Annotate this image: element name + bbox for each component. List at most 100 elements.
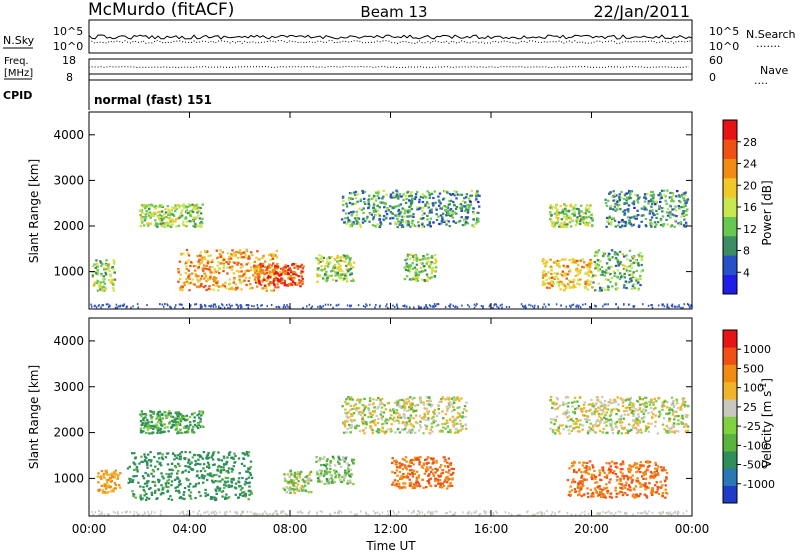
range-cell (174, 421, 177, 424)
ground-scatter-cell (261, 304, 263, 307)
range-cell (250, 492, 253, 495)
range-cell (208, 266, 212, 269)
range-cell (561, 225, 565, 229)
range-cell (632, 215, 636, 218)
range-cell (232, 281, 235, 284)
range-cell (602, 427, 605, 430)
range-cell (637, 213, 640, 217)
range-cell (105, 259, 108, 262)
ground-scatter-cell (91, 305, 93, 308)
ground-scatter-cell (364, 306, 367, 308)
range-cell (419, 266, 422, 269)
range-cell (108, 476, 112, 479)
range-cell (603, 405, 606, 408)
range-cell (201, 222, 204, 225)
range-cell (669, 213, 672, 216)
range-cell (434, 484, 437, 487)
range-cell (421, 258, 424, 261)
range-cell (373, 419, 376, 422)
range-cell (576, 222, 579, 225)
range-cell (351, 212, 354, 215)
range-cell (350, 272, 353, 275)
range-cell (585, 415, 589, 418)
range-cell (168, 410, 171, 413)
range-cell (564, 274, 567, 277)
range-cell (346, 482, 350, 485)
range-cell (242, 256, 246, 259)
range-cell (431, 472, 435, 475)
range-cell (622, 286, 626, 289)
range-cell (242, 457, 246, 461)
range-cell (262, 262, 265, 266)
range-cell (393, 416, 396, 419)
range-cell (178, 214, 182, 217)
range-cell (621, 264, 624, 267)
range-cell (550, 421, 553, 424)
range-cell (274, 275, 277, 278)
range-cell (186, 465, 190, 468)
range-cell (424, 269, 427, 272)
range-cell (673, 225, 676, 228)
range-cell (174, 209, 177, 213)
range-cell (384, 408, 388, 411)
range-cell (607, 401, 610, 404)
range-cell (577, 218, 580, 221)
range-cell (445, 219, 449, 222)
range-cell (156, 413, 160, 416)
range-cell (438, 486, 442, 489)
range-cell (347, 212, 351, 215)
range-cell (618, 204, 621, 207)
range-cell (592, 281, 595, 284)
range-cell (390, 414, 393, 417)
range-cell (284, 272, 288, 275)
range-cell (316, 273, 319, 276)
range-cell (341, 260, 344, 263)
range-cell (219, 466, 223, 469)
range-cell (339, 480, 343, 483)
range-cell (391, 483, 394, 486)
range-cell (289, 489, 292, 492)
range-cell (99, 260, 102, 263)
range-cell (320, 469, 323, 473)
range-cell (177, 280, 180, 283)
range-cell (406, 409, 409, 412)
range-cell (583, 401, 586, 404)
range-cell (244, 276, 248, 279)
range-cell (406, 431, 409, 434)
range-cell (618, 277, 622, 281)
range-cell (150, 417, 153, 420)
range-cell (636, 209, 639, 212)
range-cell (158, 463, 161, 466)
range-cell (349, 220, 352, 223)
range-cell (398, 214, 401, 217)
range-cell (389, 210, 393, 213)
range-cell (298, 281, 301, 284)
range-cell (560, 280, 564, 283)
range-cell (470, 194, 474, 197)
range-cell (165, 485, 168, 488)
range-cell (568, 258, 571, 262)
range-cell (599, 273, 603, 277)
range-cell (174, 428, 178, 431)
range-cell (109, 478, 112, 481)
range-cell (586, 418, 589, 421)
range-cell (632, 419, 635, 422)
range-cell (167, 497, 170, 500)
range-cell (394, 222, 397, 226)
range-cell (576, 430, 580, 433)
range-cell (573, 206, 576, 209)
range-cell (607, 419, 610, 422)
range-cell (151, 468, 155, 472)
range-cell (664, 199, 667, 202)
range-cell (614, 264, 618, 267)
range-cell (413, 485, 416, 489)
range-cell (288, 486, 292, 489)
range-cell (266, 266, 269, 269)
range-cell (215, 489, 218, 492)
range-cell (628, 265, 631, 268)
range-cell (581, 217, 585, 221)
range-cell (347, 198, 350, 201)
range-cell (273, 272, 276, 275)
range-cell (622, 485, 625, 488)
range-cell (161, 210, 164, 213)
